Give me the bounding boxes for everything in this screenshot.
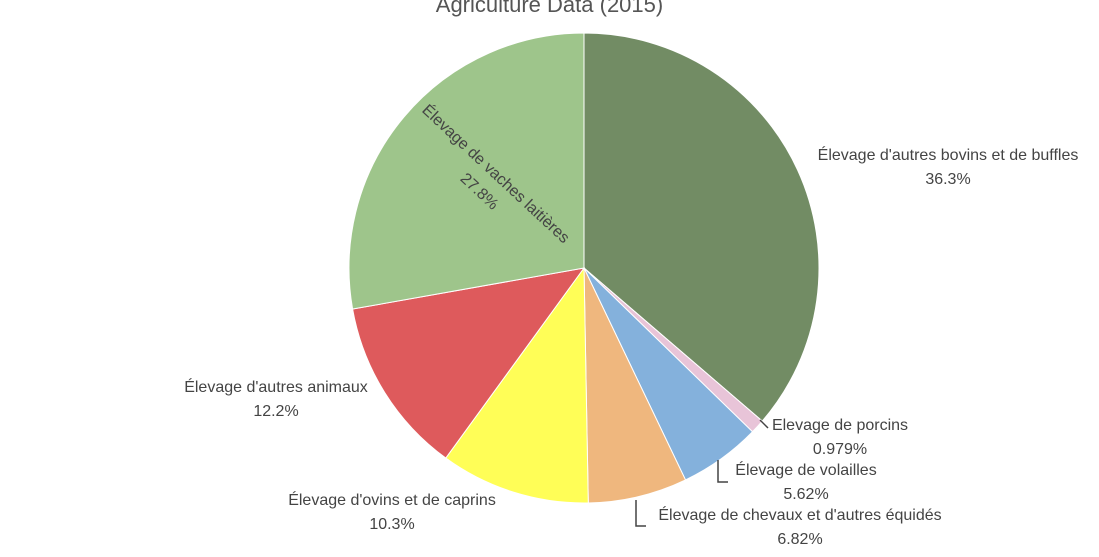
leader-line-elevage-de-volailles [717, 460, 728, 483]
slice-percent-elevage-de-volailles: 5.62% [783, 486, 828, 503]
slice-label-elevage-d-ovins-et-de-caprins: Élevage d'ovins et de caprins [288, 490, 496, 509]
leader-lines [635, 419, 769, 527]
slice-percent-elevage-d-autres-animaux: 12.2% [253, 403, 298, 420]
pie-slice-elevage-d-autres-animaux[interactable] [352, 267, 586, 459]
pie-slice-elevage-de-vaches-laitieres[interactable] [348, 32, 585, 310]
slice-percent-elevage-d-autres-bovins-et-de-buffles: 36.3% [925, 171, 970, 188]
slice-label-group-elevage-de-volailles: Élevage de volailles 5.62% [735, 460, 876, 503]
slice-percent-elevage-d-ovins-et-de-caprins: 10.3% [369, 516, 414, 533]
slice-label-group-elevage-de-chevaux-et-d-autres-equides: Élevage de chevaux et d'autres équidés 6.… [658, 505, 941, 548]
pie-slices [348, 32, 820, 504]
slice-label-elevage-de-volailles: Élevage de volailles [735, 460, 876, 479]
pie-slice-elevage-d-ovins-et-de-caprins[interactable] [445, 266, 589, 504]
pie-slice-elevage-d-autres-bovins-et-de-buffles[interactable] [583, 32, 820, 422]
slice-label-elevage-d-autres-animaux: Élevage d'autres animaux [184, 377, 368, 396]
slice-label-group-elevage-d-ovins-et-de-caprins: Élevage d'ovins et de caprins 10.3% [288, 490, 496, 533]
slice-label-group-elevage-d-autres-animaux: Élevage d'autres animaux 12.2% [184, 377, 368, 420]
slice-label-elevage-de-chevaux-et-d-autres-equides: Élevage de chevaux et d'autres équidés [658, 505, 941, 524]
slice-label-group-elevage-d-autres-bovins-et-de-buffles: Élevage d'autres bovins et de buffles 36.… [818, 145, 1079, 188]
slice-label-elevage-de-porcins: Elevage de porcins [772, 417, 908, 434]
slice-percent-elevage-de-chevaux-et-d-autres-equides: 6.82% [777, 531, 822, 548]
slice-label-group-elevage-de-porcins: Elevage de porcins 0.979% [772, 417, 908, 458]
chart-title: Agriculture Data (2015) [435, 0, 664, 17]
slice-percent-elevage-de-porcins: 0.979% [813, 441, 867, 458]
leader-line-elevage-de-chevaux-et-d-autres-equides [635, 500, 646, 527]
slice-label-elevage-d-autres-bovins-et-de-buffles: Élevage d'autres bovins et de buffles [818, 145, 1079, 164]
leader-line-elevage-de-porcins [759, 419, 769, 429]
